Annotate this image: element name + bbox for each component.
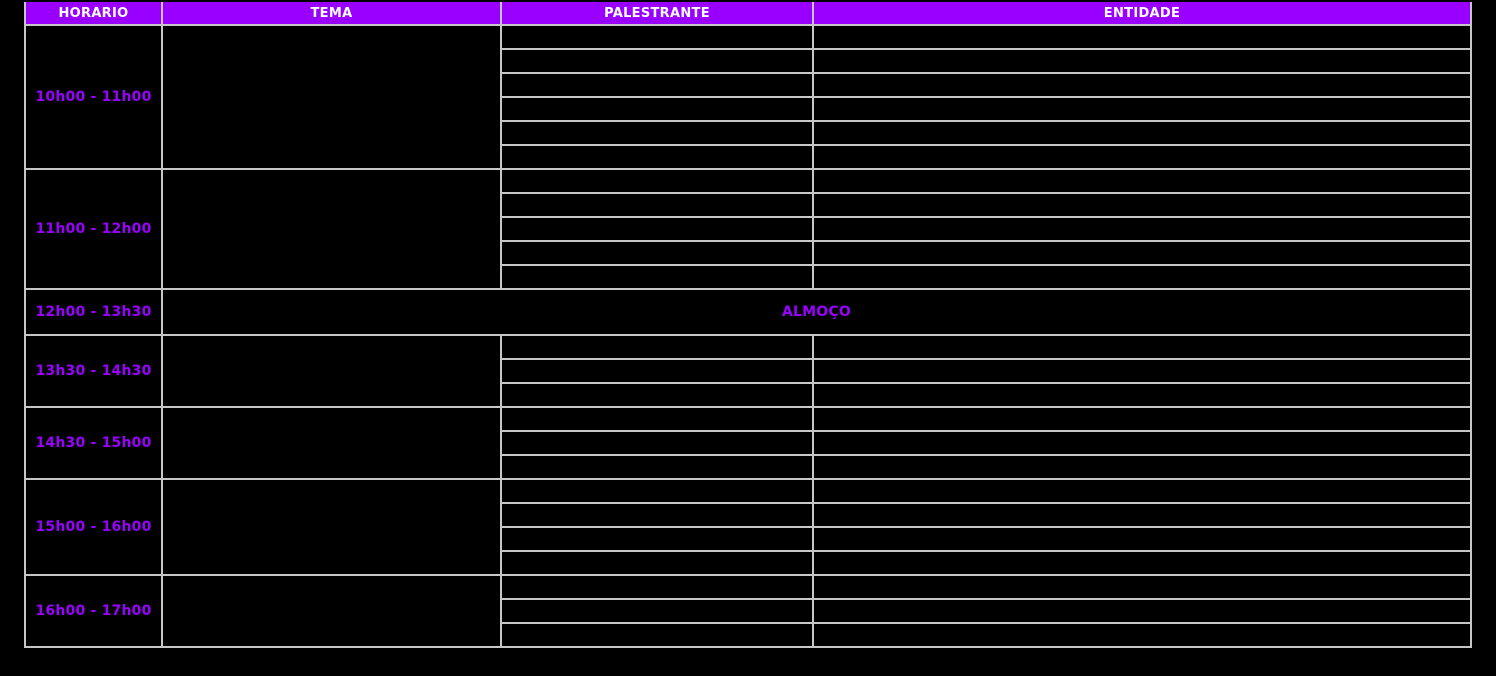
palestrante-cell bbox=[500, 48, 814, 74]
entidade-cell bbox=[812, 430, 1472, 456]
schedule-row bbox=[25, 550, 1472, 576]
palestrante-cell bbox=[500, 598, 814, 624]
entidade-cell bbox=[812, 24, 1472, 50]
palestrante-cell bbox=[500, 192, 814, 218]
schedule-row bbox=[25, 96, 1472, 122]
schedule-row: 10h00 - 11h00 bbox=[24, 24, 1472, 170]
entidade-cell bbox=[812, 216, 1472, 242]
palestrante-cell bbox=[500, 96, 814, 122]
entidade-cell bbox=[812, 382, 1472, 408]
entidade-cell bbox=[812, 48, 1472, 74]
palestrante-cell bbox=[500, 216, 814, 242]
column-header-horario: HORARIO bbox=[24, 2, 163, 26]
schedule-row bbox=[25, 144, 1472, 170]
palestrante-cell bbox=[500, 406, 814, 432]
schedule-row: 15h00 - 16h00 bbox=[24, 478, 1472, 576]
entidade-cell bbox=[812, 168, 1472, 194]
palestrante-cell bbox=[500, 502, 814, 528]
entidade-cell bbox=[812, 264, 1472, 290]
palestrante-cell bbox=[500, 478, 814, 504]
palestrante-cell bbox=[500, 550, 814, 576]
break-label: ALMOÇO bbox=[161, 288, 1472, 336]
column-header-entidade: ENTIDADE bbox=[812, 2, 1472, 26]
palestrante-cell bbox=[500, 622, 814, 648]
entidade-cell bbox=[812, 334, 1472, 360]
schedule-row bbox=[25, 72, 1472, 98]
tema-cell bbox=[161, 574, 502, 648]
time-slot-label: 16h00 - 17h00 bbox=[24, 574, 163, 648]
schedule-row: 11h00 - 12h00 bbox=[24, 168, 1472, 290]
entidade-cell bbox=[812, 72, 1472, 98]
schedule-row bbox=[25, 120, 1472, 146]
schedule-row bbox=[25, 216, 1472, 242]
palestrante-cell bbox=[500, 334, 814, 360]
tema-cell bbox=[161, 334, 502, 408]
schedule-row bbox=[25, 430, 1472, 456]
palestrante-cell bbox=[500, 264, 814, 290]
schedule-row bbox=[25, 622, 1472, 648]
palestrante-cell bbox=[500, 120, 814, 146]
entidade-cell bbox=[812, 574, 1472, 600]
schedule-table-wrapper: HORARIO TEMA PALESTRANTE ENTIDADE 10h00 … bbox=[24, 2, 1472, 648]
time-slot-label: 13h30 - 14h30 bbox=[24, 334, 163, 408]
schedule-row bbox=[25, 264, 1472, 290]
schedule-row bbox=[25, 598, 1472, 624]
time-slot-label: 12h00 - 13h30 bbox=[24, 288, 163, 336]
tema-cell bbox=[161, 168, 502, 290]
palestrante-cell bbox=[500, 526, 814, 552]
schedule-row: 14h30 - 15h00 bbox=[24, 406, 1472, 480]
entidade-cell bbox=[812, 598, 1472, 624]
palestrante-cell bbox=[500, 240, 814, 266]
entidade-cell bbox=[812, 454, 1472, 480]
schedule-table: HORARIO TEMA PALESTRANTE ENTIDADE 10h00 … bbox=[24, 2, 1472, 648]
schedule-row bbox=[25, 240, 1472, 266]
palestrante-cell bbox=[500, 168, 814, 194]
palestrante-cell bbox=[500, 24, 814, 50]
header-row: HORARIO TEMA PALESTRANTE ENTIDADE bbox=[24, 2, 1472, 26]
schedule-row bbox=[25, 382, 1472, 408]
schedule-row bbox=[25, 358, 1472, 384]
tema-cell bbox=[161, 478, 502, 576]
entidade-cell bbox=[812, 144, 1472, 170]
entidade-cell bbox=[812, 526, 1472, 552]
column-header-tema: TEMA bbox=[161, 2, 502, 26]
entidade-cell bbox=[812, 96, 1472, 122]
schedule-row: 13h30 - 14h30 bbox=[24, 334, 1472, 408]
entidade-cell bbox=[812, 240, 1472, 266]
entidade-cell bbox=[812, 550, 1472, 576]
schedule-row bbox=[25, 454, 1472, 480]
entidade-cell bbox=[812, 622, 1472, 648]
schedule-body: 10h00 - 11h00 11h00 - 12h00 12h00 - 13h30 A… bbox=[24, 24, 1472, 648]
schedule-row bbox=[25, 502, 1472, 528]
entidade-cell bbox=[812, 358, 1472, 384]
palestrante-cell bbox=[500, 574, 814, 600]
column-header-palestrante: PALESTRANTE bbox=[500, 2, 814, 26]
entidade-cell bbox=[812, 502, 1472, 528]
time-slot-label: 14h30 - 15h00 bbox=[24, 406, 163, 480]
palestrante-cell bbox=[500, 430, 814, 456]
palestrante-cell bbox=[500, 144, 814, 170]
schedule-row bbox=[25, 526, 1472, 552]
time-slot-label: 15h00 - 16h00 bbox=[24, 478, 163, 576]
entidade-cell bbox=[812, 406, 1472, 432]
entidade-cell bbox=[812, 192, 1472, 218]
entidade-cell bbox=[812, 478, 1472, 504]
schedule-row bbox=[25, 48, 1472, 74]
schedule-row bbox=[25, 192, 1472, 218]
palestrante-cell bbox=[500, 382, 814, 408]
break-row: 12h00 - 13h30 ALMOÇO bbox=[24, 288, 1472, 336]
schedule-row: 16h00 - 17h00 bbox=[24, 574, 1472, 648]
palestrante-cell bbox=[500, 454, 814, 480]
entidade-cell bbox=[812, 120, 1472, 146]
palestrante-cell bbox=[500, 72, 814, 98]
tema-cell bbox=[161, 406, 502, 480]
time-slot-label: 11h00 - 12h00 bbox=[24, 168, 163, 290]
palestrante-cell bbox=[500, 358, 814, 384]
time-slot-label: 10h00 - 11h00 bbox=[24, 24, 163, 170]
tema-cell bbox=[161, 24, 502, 170]
